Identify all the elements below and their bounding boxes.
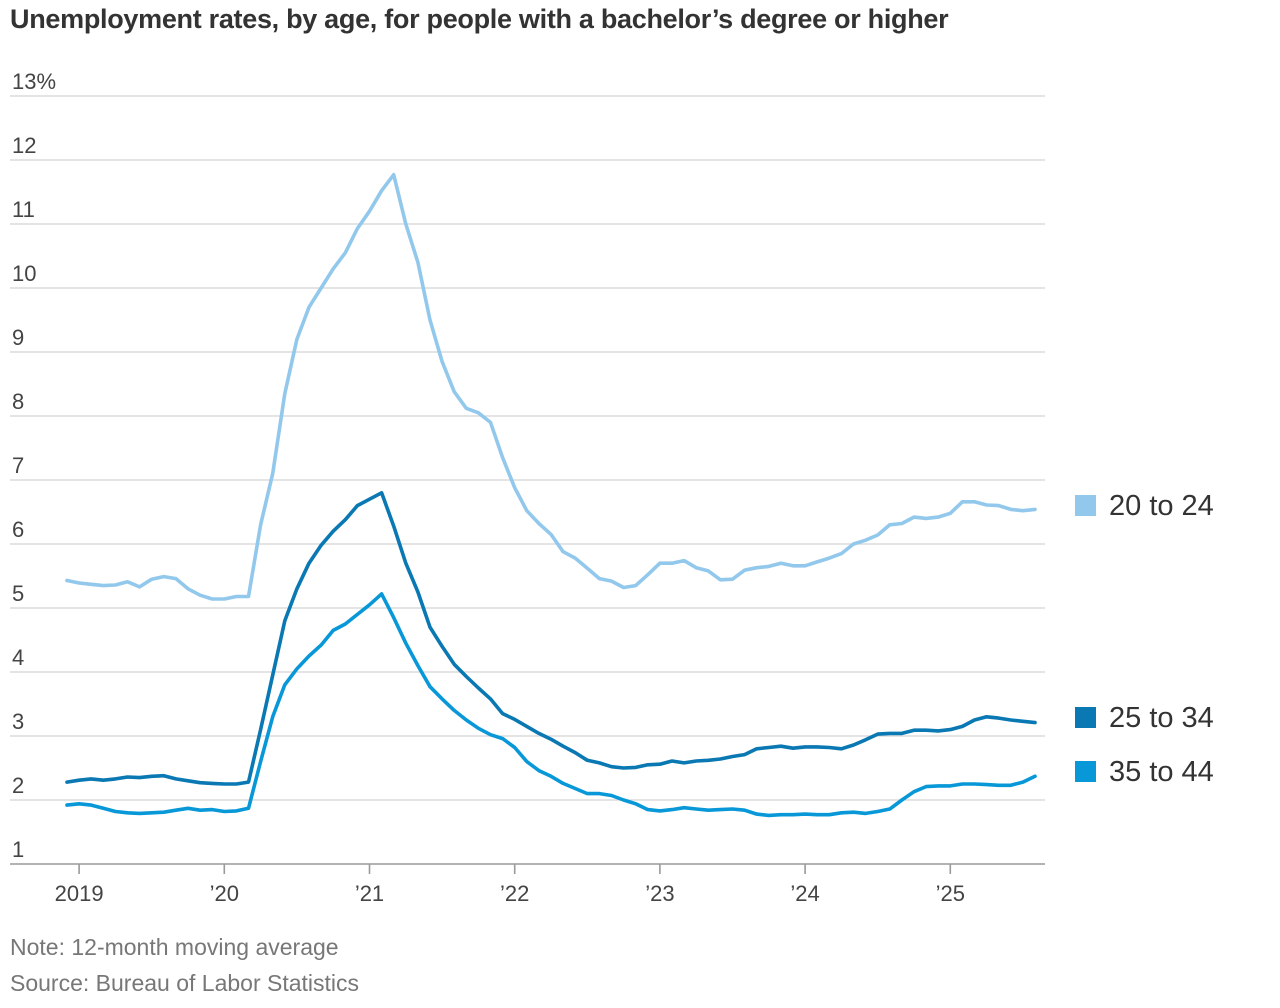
y-tick-label: 7 [12,453,24,478]
y-tick-label: 8 [12,389,24,414]
y-tick-label: 1 [12,837,24,862]
y-axis-ticks: 13% 12 11 10 9 8 7 6 5 4 3 2 1 [12,69,56,862]
y-tick-label: 11 [12,197,35,222]
x-tick-label: 2019 [55,881,104,906]
series-line-25-to-34 [65,490,1037,786]
y-tick-label: 2 [12,773,24,798]
legend: 20 to 24 25 to 34 35 to 44 [1075,490,1214,788]
x-tick-label: ’20 [210,881,239,906]
x-axis: 2019 ’20 ’21 ’22 ’23 ’24 ’25 [10,863,1045,906]
x-tick-label: ’25 [936,881,965,906]
y-tick-label: 10 [12,261,36,286]
x-tick-label: ’23 [645,881,674,906]
y-tick-label: 3 [12,709,24,734]
x-tick-label: ’22 [500,881,529,906]
series-lines [65,172,1037,818]
x-tick-label: ’24 [790,881,819,906]
legend-label-25-to-34: 25 to 34 [1109,702,1214,734]
y-tick-label: 9 [12,325,24,350]
legend-label-20-to-24: 20 to 24 [1109,490,1214,522]
y-tick-label: 5 [12,581,24,606]
y-tick-label: 13% [12,69,56,94]
y-tick-label: 6 [12,517,24,542]
chart-title: Unemployment rates, by age, for people w… [10,4,949,34]
y-tick-label: 4 [12,645,24,670]
series-line-35-to-44 [65,592,1037,818]
legend-swatch-20-to-24 [1075,495,1096,516]
legend-swatch-35-to-44 [1075,761,1096,782]
line-chart: 13% 12 11 10 9 8 7 6 5 4 3 2 1 2019 ’20 ’21 ’22 ’23 ’24 ’2… [10,69,1214,906]
y-tick-label: 12 [12,133,36,158]
grid [10,95,1045,801]
legend-swatch-25-to-34 [1075,707,1096,728]
chart-note: Note: 12-month moving average [10,934,339,960]
series-line-20-to-24 [65,172,1037,601]
chart-source: Source: Bureau of Labor Statistics [10,970,360,996]
legend-label-35-to-44: 35 to 44 [1109,756,1214,788]
x-tick-label: ’21 [355,881,384,906]
